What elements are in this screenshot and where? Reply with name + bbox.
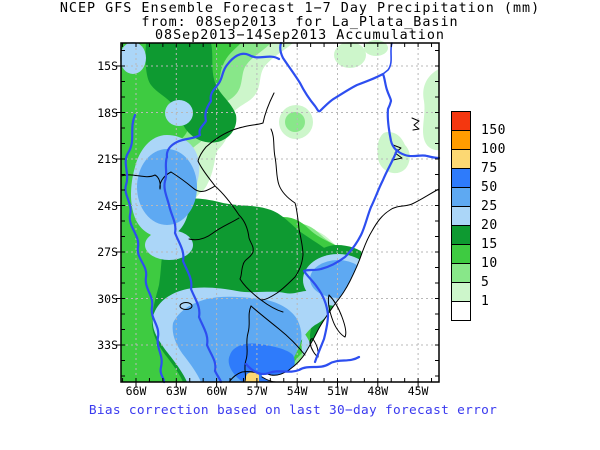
legend-swatch [451,149,471,169]
ocean [261,189,439,382]
legend-value: 50 [481,180,498,195]
grid-lines [121,43,439,382]
legend-swatch [451,244,471,264]
rivers [124,41,441,384]
legend-value: 150 [481,123,506,138]
legend-value: 1 [481,294,490,309]
legend-value: 25 [481,199,498,214]
lon-label: 60W [206,384,227,398]
legend-value: 10 [481,256,498,271]
lon-label: 54W [286,384,308,398]
legend-swatch [451,130,471,150]
chart-title-line2: from: 08Sep2013 for La_Plata_Basin [141,15,459,30]
contour-yellow75 [244,372,259,382]
legend-swatch [451,225,471,245]
legend-value: 5 [481,275,490,290]
legend-swatch [451,168,471,188]
legend-swatch [451,301,471,321]
contour-blue20 [165,100,193,126]
map-frame [120,42,440,383]
legend-swatch [451,206,471,226]
lon-label: 63W [165,384,187,398]
legend-value: 20 [481,218,498,233]
lat-label: 30S [97,291,118,306]
footnote: Bias correction based on last 30−day for… [88,403,498,418]
legend-swatch [451,111,471,131]
lat-label: 18S [97,105,118,120]
contour-blue20 [145,230,193,260]
legend-swatches [451,111,471,321]
lat-label: 27S [97,245,118,259]
contour-fills [120,40,439,382]
chart-title-line1: NCEP GFS Ensemble Forecast 1−7 Day Preci… [59,1,541,16]
contour-pale [377,132,410,174]
contour-pale [423,69,439,151]
lon-label: 66W [125,384,147,398]
legend-swatch [451,187,471,207]
legend-value: 15 [481,237,498,252]
contour-green5 [285,112,305,132]
contour-pale [334,42,366,68]
lat-label: 21S [97,152,118,166]
precipitation-map [116,40,441,387]
lat-label: 24S [97,198,118,213]
legend-value: 100 [481,142,506,157]
lon-label: 57W [246,384,268,398]
lon-label: 51W [327,384,348,398]
chart-title-line3: 08Sep2013−14Sep2013 Accumulation [155,28,445,43]
legend-value: 75 [481,161,498,176]
lon-label: 45W [407,384,429,398]
lon-label: 48W [367,384,389,398]
contour-pale [364,40,388,56]
contour-blue20 [120,42,146,74]
legend-swatch [451,282,471,302]
lat-label: 33S [97,338,118,352]
contour-green15 [145,43,237,143]
legend-swatch [451,263,471,283]
lat-label: 15S [97,59,118,73]
